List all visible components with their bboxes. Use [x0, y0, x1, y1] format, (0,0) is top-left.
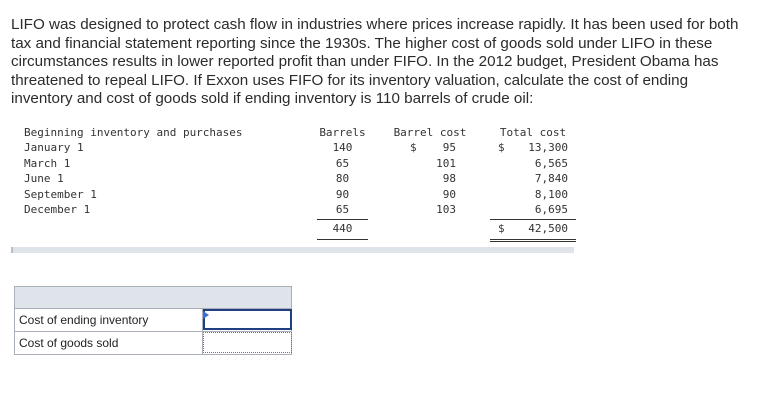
total-underline — [490, 219, 576, 220]
section-divider-bar — [11, 247, 574, 253]
barrels-total-underline — [317, 239, 368, 240]
total-cost-value: 7,840 — [534, 172, 568, 186]
row-label: December 1 — [24, 202, 91, 216]
cogs-input[interactable] — [203, 332, 292, 353]
total-double-underline-1 — [490, 239, 576, 240]
barrel-cost-value: 101 — [436, 156, 456, 170]
answer-row-cogs: Cost of goods sold — [14, 332, 292, 355]
currency-symbol: $ — [498, 222, 505, 236]
total-cost-value: 13,300 — [528, 141, 568, 155]
answer-row-ending-inventory: Cost of ending inventory — [14, 309, 292, 332]
barrel-cost-value: 95 — [442, 141, 456, 155]
ending-inventory-label: Cost of ending inventory — [19, 313, 149, 327]
grand-total-value: 42,500 — [528, 222, 568, 236]
cogs-label: Cost of goods sold — [19, 336, 119, 350]
answer-header — [14, 286, 292, 309]
barrel-cost-value: 98 — [442, 172, 456, 186]
barrels-underline — [317, 219, 368, 220]
row-barrels: 90 — [335, 187, 350, 201]
active-cell-marker-icon — [203, 311, 209, 319]
row-label: January 1 — [24, 141, 84, 155]
row-label: June 1 — [24, 172, 64, 186]
header-total-cost: Total cost — [499, 126, 567, 139]
row-label: March 1 — [24, 156, 71, 170]
row-barrels: 65 — [335, 156, 350, 170]
total-cost-value: 6,565 — [534, 156, 568, 170]
row-barrels: 65 — [335, 202, 350, 216]
header-barrel-cost: Barrel cost — [393, 126, 467, 139]
total-cost-value: 8,100 — [534, 187, 568, 201]
row-label: September 1 — [24, 187, 97, 201]
header-label: Beginning inventory and purchases — [24, 126, 243, 139]
answer-table: Cost of ending inventory Cost of goods s… — [14, 286, 292, 355]
barrel-cost-value: 90 — [442, 187, 456, 201]
currency-symbol: $ — [498, 141, 505, 155]
problem-text: LIFO was designed to protect cash flow i… — [11, 16, 739, 107]
row-barrels: 80 — [335, 172, 350, 186]
header-barrels: Barrels — [319, 126, 366, 139]
ending-inventory-input[interactable] — [203, 309, 292, 330]
total-barrels: 440 — [332, 222, 353, 236]
currency-symbol: $ — [410, 141, 417, 155]
label-cell: Cost of ending inventory — [15, 309, 203, 331]
total-double-underline-2 — [490, 241, 576, 242]
label-cell: Cost of goods sold — [15, 332, 203, 354]
row-barrels: 140 — [332, 141, 353, 155]
barrel-cost-value: 103 — [436, 202, 456, 216]
total-cost-value: 6,695 — [534, 202, 568, 216]
